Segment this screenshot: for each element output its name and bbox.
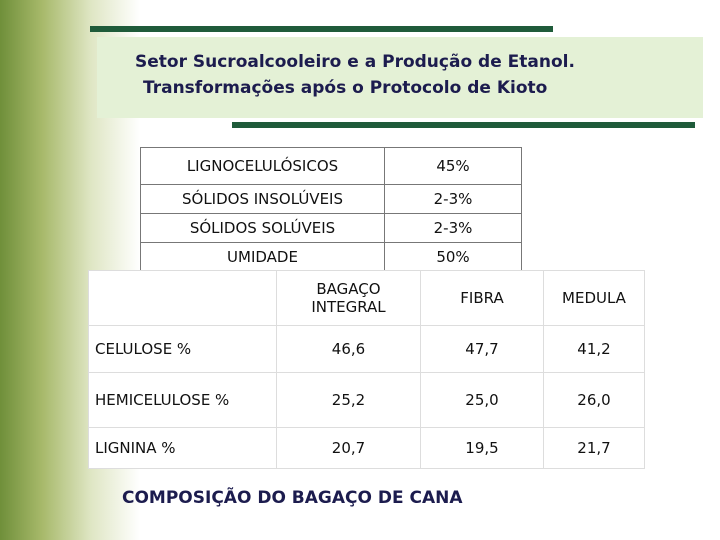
cell: SÓLIDOS SOLÚVEIS — [140, 213, 385, 243]
bottom-bar — [232, 122, 695, 128]
cell: 47,7 — [420, 325, 544, 373]
cell: 2-3% — [384, 213, 522, 243]
row-label: CELULOSE % — [88, 325, 277, 373]
header-cell: FIBRA — [420, 270, 544, 326]
cell: 46,6 — [276, 325, 421, 373]
title-box: Setor Sucroalcooleiro e a Produção de Et… — [97, 37, 703, 118]
header-cell: BAGAÇO INTEGRAL — [276, 270, 421, 326]
cell: 20,7 — [276, 427, 421, 469]
composition-table: LIGNOCELULÓSICOS 45% SÓLIDOS INSOLÚVEIS 2-… — [140, 147, 522, 271]
cell: 50% — [384, 242, 522, 271]
row-label: LIGNINA % — [88, 427, 277, 469]
cell: 25,0 — [420, 372, 544, 428]
cell: 41,2 — [543, 325, 645, 373]
cell: 45% — [384, 147, 522, 185]
cell: 21,7 — [543, 427, 645, 469]
cell: SÓLIDOS INSOLÚVEIS — [140, 184, 385, 214]
title-line: Transformações após o Protocolo de Kioto — [143, 78, 548, 98]
cell: 2-3% — [384, 184, 522, 214]
cell: 26,0 — [543, 372, 645, 428]
cell: 25,2 — [276, 372, 421, 428]
cell: 19,5 — [420, 427, 544, 469]
bagasse-table: BAGAÇO INTEGRAL FIBRA MEDULA CELULOSE % 46,… — [88, 270, 645, 469]
title-line: Setor Sucroalcooleiro e a Produção de Et… — [135, 52, 575, 72]
row-label: HEMICELULOSE % — [88, 372, 277, 428]
top-bar — [90, 26, 553, 32]
cell: UMIDADE — [140, 242, 385, 271]
header-cell: MEDULA — [543, 270, 645, 326]
caption: COMPOSIÇÃO DO BAGAÇO DE CANA — [122, 488, 463, 508]
cell — [88, 270, 277, 326]
cell: LIGNOCELULÓSICOS — [140, 147, 385, 185]
